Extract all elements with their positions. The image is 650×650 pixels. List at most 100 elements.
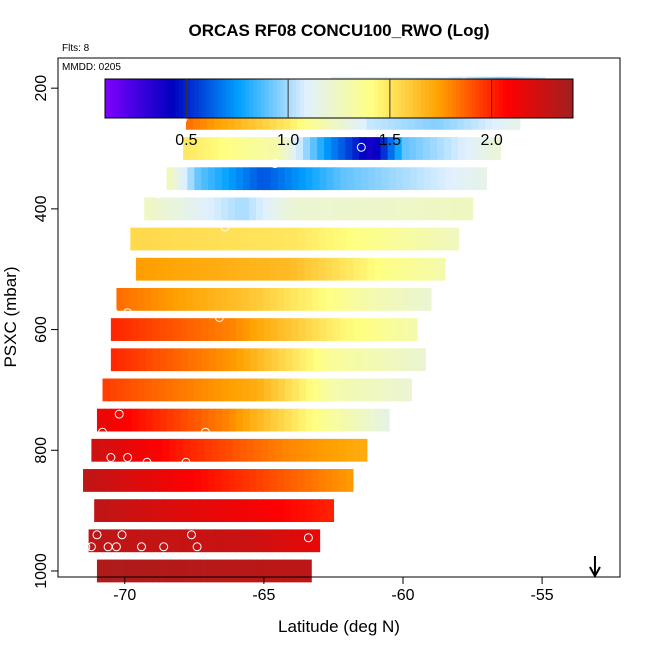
heat-cell bbox=[151, 378, 160, 402]
heat-cell bbox=[243, 318, 251, 341]
heat-cell bbox=[256, 378, 265, 402]
heat-cell bbox=[312, 167, 321, 191]
heat-cell bbox=[305, 499, 313, 523]
heat-cell bbox=[313, 378, 321, 402]
colorbar-cell bbox=[245, 79, 250, 118]
colorbar-cell bbox=[518, 79, 523, 118]
heat-cell bbox=[263, 227, 271, 251]
heat-cell bbox=[117, 408, 126, 432]
colorbar-cell bbox=[537, 79, 543, 118]
heat-cell bbox=[465, 167, 474, 191]
heat-cell bbox=[173, 469, 181, 492]
colorbar-cell bbox=[514, 79, 519, 118]
colorbar-cell bbox=[124, 79, 129, 118]
heat-cell bbox=[346, 227, 355, 251]
colorbar-cell bbox=[479, 79, 484, 118]
heat-cell bbox=[124, 559, 133, 583]
heat-cell bbox=[242, 197, 250, 221]
colorbar-cell bbox=[444, 79, 449, 118]
heat-cell bbox=[429, 137, 438, 160]
sample-marker bbox=[192, 542, 202, 552]
heat-cell bbox=[221, 529, 230, 553]
heat-cell bbox=[312, 408, 321, 432]
heat-cell bbox=[444, 227, 453, 251]
y-tick-label: 1000 bbox=[33, 553, 50, 589]
heat-cell bbox=[193, 529, 202, 553]
heat-cell bbox=[375, 318, 383, 341]
sample-marker bbox=[98, 427, 107, 437]
heat-cell bbox=[225, 438, 234, 462]
chart-title: ORCAS RF08 CONCU100_RWO (Log) bbox=[189, 21, 490, 40]
heat-cell bbox=[173, 167, 182, 191]
heat-cell bbox=[154, 438, 163, 462]
heat-cell bbox=[376, 348, 384, 372]
heat-cell bbox=[180, 348, 189, 372]
heat-cell bbox=[368, 318, 376, 341]
sample-marker bbox=[153, 189, 163, 199]
heat-cell bbox=[327, 348, 336, 372]
heat-cell bbox=[110, 348, 119, 372]
heat-cell bbox=[124, 348, 133, 372]
colorbar-cell bbox=[249, 79, 254, 118]
heat-cell bbox=[200, 529, 209, 553]
heat-cell bbox=[339, 227, 348, 251]
colorbar-tick-label: 1.0 bbox=[277, 132, 299, 149]
heat-cell bbox=[208, 318, 216, 341]
heat-cell bbox=[401, 137, 410, 160]
heat-cell bbox=[194, 318, 202, 341]
flights-note: Flts: 8 bbox=[62, 43, 90, 54]
heat-cell bbox=[101, 499, 109, 523]
heat-cell bbox=[192, 499, 201, 523]
heat-cell bbox=[158, 227, 166, 251]
heat-cell bbox=[145, 348, 154, 372]
colorbar-cell bbox=[378, 79, 383, 118]
heat-cell bbox=[291, 499, 299, 523]
colorbar-cell bbox=[565, 79, 570, 118]
heat-cell bbox=[145, 559, 153, 583]
heat-cell bbox=[284, 408, 293, 432]
heat-cell bbox=[311, 227, 320, 251]
heat-cell bbox=[298, 529, 307, 553]
heat-cell bbox=[339, 257, 348, 281]
colorbar-cell bbox=[261, 79, 266, 118]
heat-cell bbox=[353, 257, 362, 281]
heat-cell bbox=[236, 318, 244, 341]
heat-cell bbox=[124, 469, 133, 492]
heat-cell bbox=[221, 559, 229, 583]
heat-cell bbox=[221, 469, 229, 492]
heat-cell bbox=[249, 288, 257, 311]
heat-cell bbox=[297, 257, 305, 281]
colorbar-cell bbox=[179, 79, 184, 118]
heat-cell bbox=[375, 167, 383, 191]
colorbar-cell bbox=[163, 79, 168, 118]
heat-cell bbox=[317, 438, 326, 462]
heat-cell bbox=[325, 197, 334, 221]
heat-cell bbox=[246, 438, 255, 462]
colorbar-cell bbox=[206, 79, 211, 118]
heat-cell bbox=[339, 197, 348, 221]
heat-cell bbox=[354, 408, 362, 432]
heat-cell bbox=[346, 288, 355, 311]
colorbar-cell bbox=[331, 79, 336, 118]
colorbar-cell bbox=[218, 79, 223, 118]
heat-cell bbox=[319, 318, 328, 341]
heat-cell bbox=[486, 137, 494, 160]
heat-cell bbox=[368, 408, 376, 432]
heat-cell bbox=[221, 378, 230, 402]
heat-cell bbox=[243, 167, 251, 191]
heat-cell bbox=[200, 559, 209, 583]
sample-marker bbox=[81, 542, 91, 552]
colorbar-cell bbox=[136, 79, 141, 118]
heat-cell bbox=[165, 529, 174, 553]
colorbar-cell bbox=[413, 79, 418, 118]
heat-cell bbox=[246, 137, 255, 160]
heat-cell bbox=[331, 438, 340, 462]
heat-cell bbox=[276, 469, 285, 492]
colorbar-cell bbox=[319, 79, 324, 118]
colorbar-cell bbox=[144, 79, 149, 118]
heat-cell bbox=[479, 137, 487, 160]
heat-cell bbox=[163, 257, 172, 281]
heat-cell bbox=[159, 408, 168, 432]
y-axis-label: PSXC (mbar) bbox=[1, 266, 20, 367]
